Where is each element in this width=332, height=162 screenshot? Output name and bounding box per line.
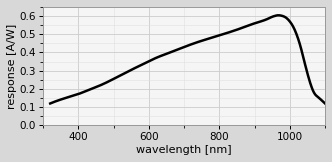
Y-axis label: response [A/W]: response [A/W] [7,23,17,109]
X-axis label: wavelength [nm]: wavelength [nm] [136,145,232,155]
